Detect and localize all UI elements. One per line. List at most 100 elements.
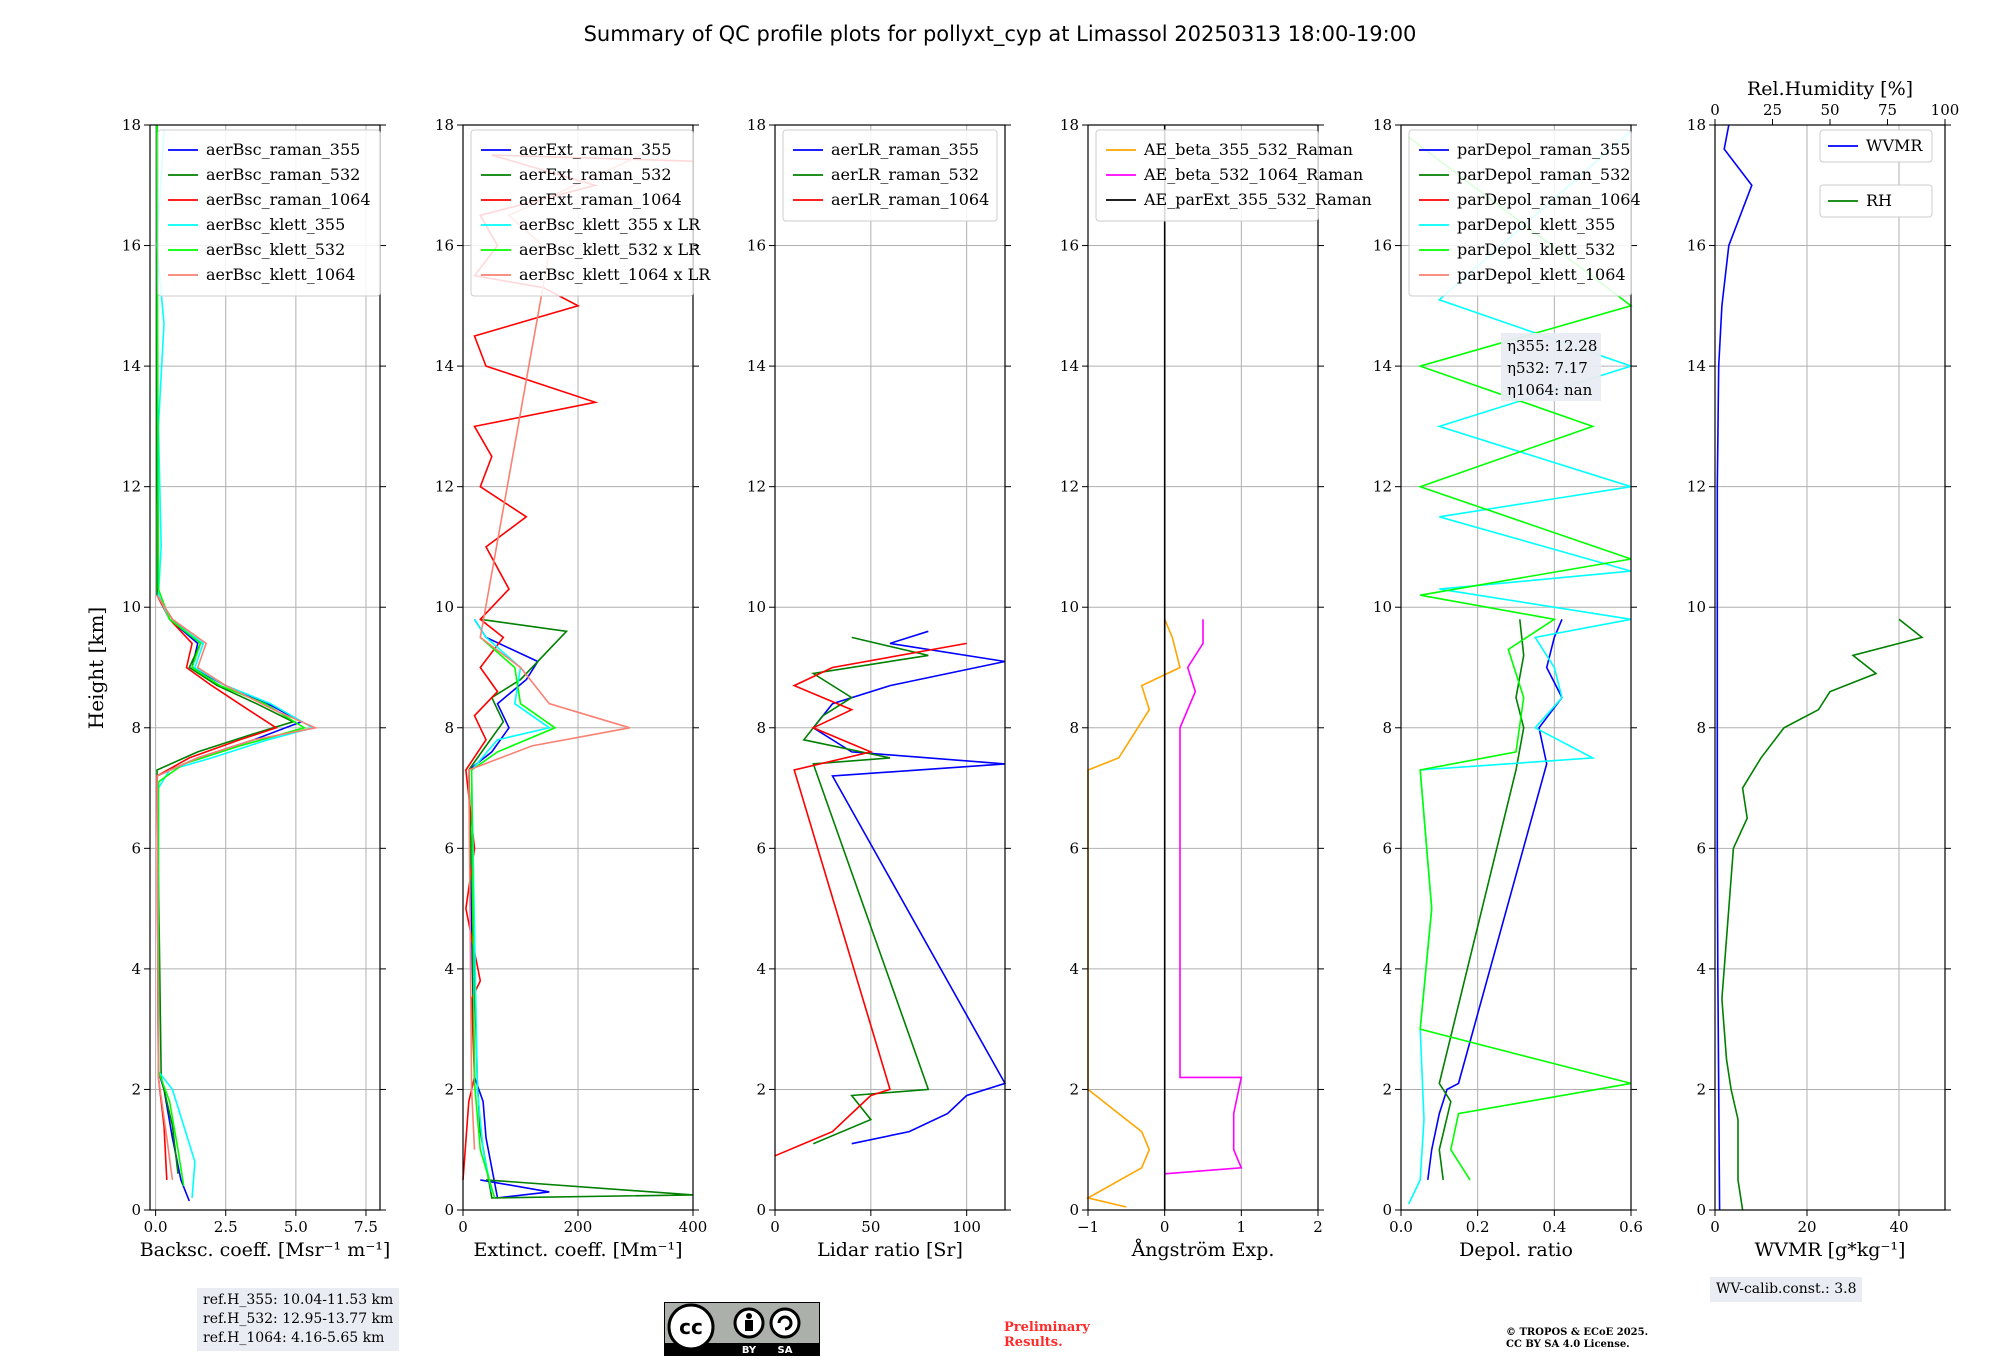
legend-label: aerBsc_raman_355 [206,140,360,159]
x-tick-label: 0 [458,1218,468,1236]
legend-label: aerBsc_klett_1064 [206,265,355,284]
series-line-aerLR_raman_532 [802,636,930,1145]
legend-box [1408,129,1632,297]
reference-heights-box: ref.H_355: 10.04-11.53 km ref.H_532: 12.… [197,1288,400,1351]
eta-annotation-box [1501,333,1601,401]
series-line-aerLR_raman_1064 [774,642,967,1157]
y-tick-label: 6 [1069,839,1079,857]
y-tick-label: 0 [1382,1201,1392,1219]
top-x-tick-label: 50 [1820,101,1839,119]
x-axis-label: Ångström Exp. [1131,1239,1275,1261]
y-tick-label: 0 [1696,1201,1706,1219]
y-tick-label: 8 [1696,719,1706,737]
legend-label: aerBsc_klett_1064 x LR [519,265,711,284]
x-axis-label: Lidar ratio [Sr] [817,1239,963,1261]
y-tick-label: 4 [1696,960,1706,978]
y-tick-label: 8 [444,719,454,737]
legend-label: aerExt_raman_1064 [519,190,682,209]
y-tick-label: 4 [1069,960,1079,978]
y-tick-label: 12 [122,478,141,496]
legend-label: aerBsc_klett_532 x LR [519,240,701,259]
y-tick-label: 18 [1060,116,1079,134]
y-tick-label: 10 [435,598,454,616]
y-tick-label: 2 [1696,1080,1706,1098]
series-line-aerBsc_klett_532 x LR [470,636,557,1199]
x-tick-label: 400 [679,1218,708,1236]
axes-frame [1087,124,1319,1211]
legend-box [782,129,998,222]
y-tick-label: 12 [1373,478,1392,496]
y-tick-label: 6 [444,839,454,857]
ref-height-355: ref.H_355: 10.04-11.53 km [203,1292,394,1308]
y-tick-label: 18 [435,116,454,134]
series-line-aerBsc_klett_532 [156,124,307,1187]
axes-frame [1400,124,1632,1211]
x-tick-label: 50 [861,1218,880,1236]
x-axis-label: WVMR [g*kg⁻¹] [1755,1239,1906,1261]
legend-label: parDepol_raman_1064 [1457,190,1641,209]
y-tick-label: 2 [131,1080,141,1098]
x-tick-label: 0 [1710,1218,1720,1236]
legend-label: AE_parExt_355_532_Raman [1143,190,1372,209]
cc-logo-text: cc [679,1315,703,1339]
eta-annotation-label: η355: 12.28 [1507,337,1597,355]
y-tick-label: 10 [747,598,766,616]
y-tick-label: 18 [1373,116,1392,134]
y-tick-label: 14 [435,357,454,375]
y-tick-label: 16 [747,237,766,255]
x-tick-label: 0 [770,1218,780,1236]
x-tick-label: 40 [1889,1218,1908,1236]
y-tick-label: 4 [131,960,141,978]
legend-label: aerExt_raman_355 [519,140,672,159]
y-tick-label: 2 [1382,1080,1392,1098]
y-tick-label: 16 [1373,237,1392,255]
y-tick-label: 16 [1687,237,1706,255]
x-tick-label: 2 [1313,1218,1323,1236]
y-tick-label: 18 [1687,116,1706,134]
y-tick-label: 6 [1696,839,1706,857]
y-tick-label: 16 [435,237,454,255]
y-tick-label: 12 [435,478,454,496]
legend-label: parDepol_klett_355 [1457,215,1615,234]
axes-frame [774,124,1006,1211]
legend-label: parDepol_raman_532 [1457,165,1630,184]
y-tick-label: 8 [131,719,141,737]
legend-label: aerBsc_raman_1064 [206,190,371,209]
y-tick-label: 18 [747,116,766,134]
x-axis-label: Backsc. coeff. [Msr⁻¹ m⁻¹] [140,1239,391,1261]
y-tick-label: 14 [1687,357,1706,375]
legend-label: AE_beta_355_532_Raman [1143,140,1353,159]
y-tick-label: 6 [756,839,766,857]
legend-label: parDepol_klett_1064 [1457,265,1626,284]
legend-label: aerBsc_klett_532 [206,240,345,259]
series-line-aerBsc_klett_1064 x LR [467,154,642,1150]
legend-label: aerLR_raman_1064 [831,190,989,209]
x-tick-label: −1 [1077,1218,1099,1236]
x-tick-label: 5.0 [284,1218,308,1236]
x-tick-label: 0.2 [1466,1218,1490,1236]
series-line-parDepol_raman_532 [1438,619,1525,1181]
eta-annotation-label: η532: 7.17 [1507,359,1588,377]
legend-label: aerBsc_raman_532 [206,165,360,184]
series-line-WVMR [1716,124,1753,1211]
x-tick-label: 200 [564,1218,593,1236]
series-line-aerExt_raman_355 [467,618,550,1199]
x-tick-label: 0.0 [1389,1218,1413,1236]
series-line-aerExt_raman_532 [467,618,694,1199]
x-tick-label: 7.5 [354,1218,378,1236]
y-tick-label: 0 [1069,1201,1079,1219]
y-tick-label: 12 [1060,478,1079,496]
cc-by-label: BY [742,1345,757,1355]
legend-box [470,129,694,297]
legend-label: aerExt_raman_532 [519,165,672,184]
y-tick-label: 12 [747,478,766,496]
wv-calibration-box: WV-calib.const.: 3.8 [1710,1277,1863,1302]
cc-license-badge: cc BY SA [664,1302,820,1356]
y-tick-label: 4 [444,960,454,978]
y-tick-label: 10 [122,598,141,616]
y-tick-label: 2 [756,1080,766,1098]
series-line-parDepol_raman_355 [1427,618,1563,1181]
y-tick-label: 14 [1060,357,1079,375]
series-line-AE_beta_355_532_Raman [1085,618,1181,1208]
